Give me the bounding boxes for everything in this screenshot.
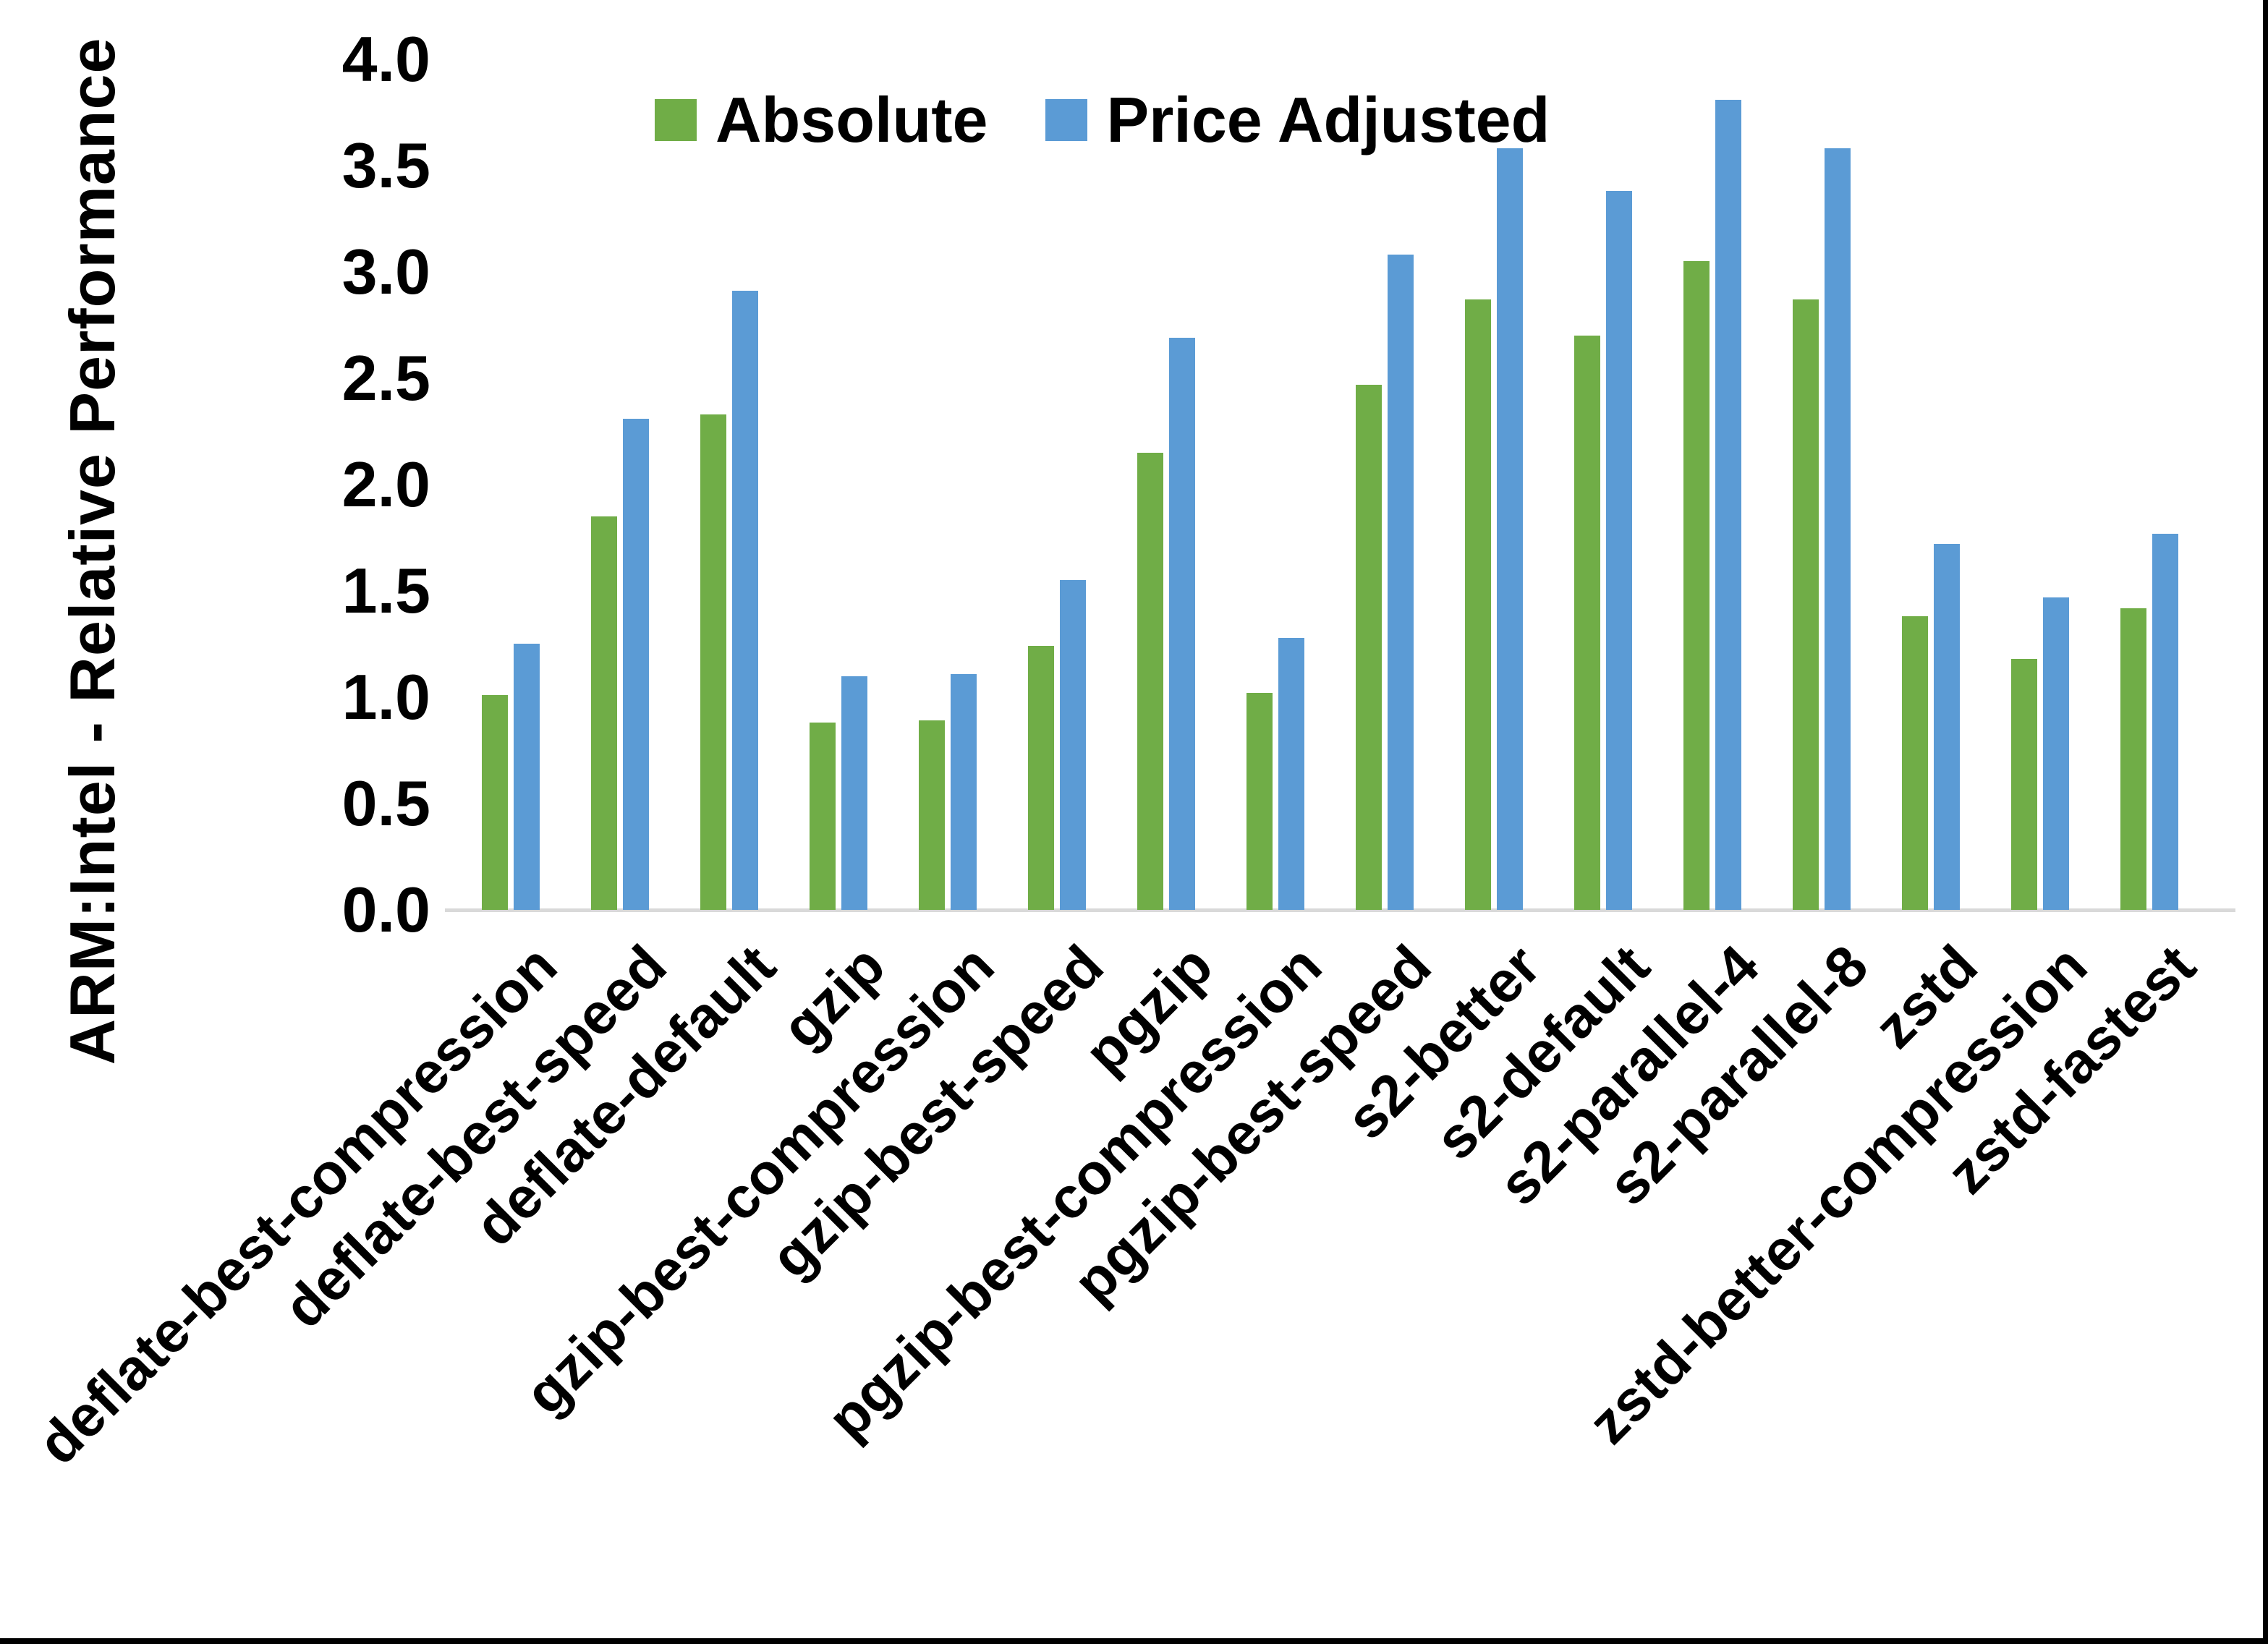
bar-absolute (2120, 608, 2146, 910)
bar-price-adjusted (1278, 638, 1304, 910)
bar-price-adjusted (951, 674, 977, 910)
bar-price-adjusted (514, 644, 540, 910)
legend-item-price-adjusted: Price Adjusted (1045, 88, 1550, 152)
bar-absolute (1028, 646, 1054, 910)
y-tick-label: 3.5 (341, 129, 430, 201)
y-tick-label: 2.0 (341, 448, 430, 520)
y-tick-label: 1.0 (341, 661, 430, 733)
bar-price-adjusted (1388, 255, 1414, 910)
bar-price-adjusted (1825, 148, 1851, 910)
bar-price-adjusted (1934, 544, 1960, 910)
bar-absolute (1465, 299, 1491, 910)
bar-absolute (1793, 299, 1819, 910)
bar-price-adjusted (1169, 338, 1195, 910)
legend-swatch-price-adjusted-icon (1045, 99, 1088, 141)
bar-price-adjusted (1497, 148, 1523, 910)
bar-price-adjusted (1715, 100, 1741, 910)
bar-price-adjusted (841, 676, 867, 910)
bar-absolute (700, 414, 726, 910)
bar-absolute (1574, 336, 1600, 910)
bar-absolute (1683, 261, 1710, 910)
bar-absolute (919, 720, 945, 910)
y-tick-label: 2.5 (341, 342, 430, 414)
bar-price-adjusted (2152, 534, 2178, 910)
y-axis-title: ARM:Intel - Relative Performance (56, 37, 128, 1065)
bar-absolute (1356, 385, 1382, 910)
legend-swatch-absolute-icon (655, 99, 697, 141)
bottom-border (0, 1638, 2268, 1644)
legend-label-price-adjusted: Price Adjusted (1106, 84, 1550, 156)
bar-absolute (810, 723, 836, 910)
bar-price-adjusted (1060, 580, 1086, 910)
y-tick-label: 1.5 (341, 555, 430, 626)
y-tick-label: 0.5 (341, 767, 430, 839)
bar-absolute (482, 695, 508, 910)
bar-absolute (591, 516, 617, 910)
bar-absolute (1137, 453, 1163, 910)
legend-item-absolute: Absolute (655, 88, 988, 152)
right-border (2263, 0, 2268, 1644)
y-tick-label: 4.0 (341, 23, 430, 95)
x-axis-line (445, 908, 2235, 912)
bar-price-adjusted (2043, 597, 2069, 910)
bar-price-adjusted (732, 291, 758, 910)
legend: Absolute Price Adjusted (655, 88, 1550, 152)
bar-absolute (1902, 616, 1928, 910)
bar-absolute (2011, 659, 2037, 910)
bar-price-adjusted (623, 419, 649, 910)
y-tick-label: 0.0 (341, 874, 430, 945)
bar-price-adjusted (1606, 191, 1632, 910)
legend-label-absolute: Absolute (715, 84, 988, 156)
y-tick-label: 3.0 (341, 236, 430, 307)
bar-absolute (1246, 693, 1273, 910)
